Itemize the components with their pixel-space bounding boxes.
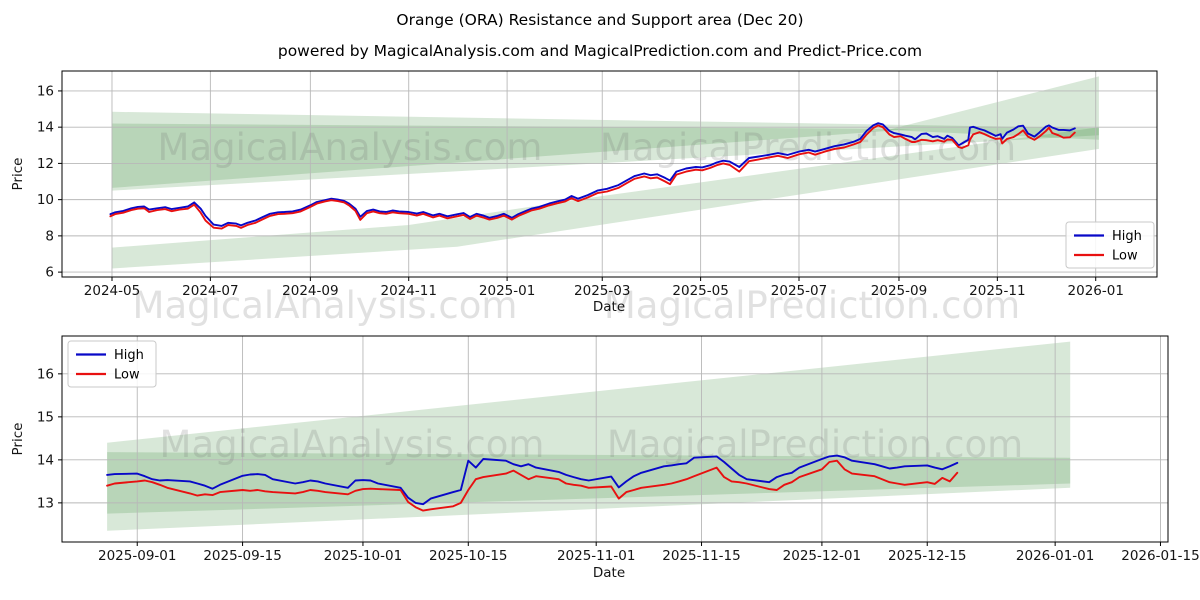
- watermark-text: MagicalPrediction.com: [600, 126, 1016, 169]
- support-resistance-band: [107, 452, 1071, 514]
- x-tick-label: 2024-09: [282, 283, 338, 299]
- series-low-line: [109, 124, 1076, 230]
- x-tick-label: 2025-03: [574, 283, 630, 299]
- x-tick-label: 2025-10-15: [429, 548, 507, 564]
- x-tick-label: 2025-11-15: [662, 548, 740, 564]
- x-tick-label: 2025-11-01: [557, 548, 635, 564]
- series-low-line: [106, 459, 959, 512]
- legend-box: [67, 340, 157, 388]
- watermark-text: MagicalAnalysis.com: [158, 126, 543, 169]
- x-tick-label: 2025-07: [771, 283, 827, 299]
- series-high-line: [106, 454, 959, 506]
- x-tick-label: 2026-01-01: [1016, 548, 1094, 564]
- legend-high-label: High: [114, 348, 144, 363]
- x-tick-label: 2026-01-15: [1121, 548, 1199, 564]
- x-axis-label: Date: [593, 565, 625, 581]
- y-tick-label: 8: [45, 228, 54, 244]
- y-tick-label: 6: [45, 265, 54, 281]
- x-tick-label: 2024-11: [381, 283, 437, 299]
- y-axis-label: Price: [10, 423, 26, 456]
- figure-title: Orange (ORA) Resistance and Support area…: [396, 11, 804, 29]
- watermark-text: MagicalAnalysis.com: [133, 284, 518, 327]
- x-tick-label: 2025-09-01: [98, 548, 176, 564]
- y-tick-label: 16: [37, 83, 54, 99]
- series-high-line: [109, 122, 1076, 227]
- x-tick-label: 2024-07: [182, 283, 238, 299]
- x-tick-label: 2025-12-15: [888, 548, 966, 564]
- support-resistance-band: [112, 127, 1099, 269]
- y-tick-label: 16: [37, 366, 54, 382]
- x-axis-label: Date: [593, 299, 625, 315]
- x-tick-label: 2025-05: [672, 283, 728, 299]
- y-tick-label: 15: [37, 409, 54, 425]
- y-tick-label: 14: [37, 120, 54, 136]
- figure-subtitle: powered by MagicalAnalysis.com and Magic…: [277, 42, 923, 60]
- x-tick-label: 2024-05: [84, 283, 140, 299]
- x-tick-label: 2026-01: [1068, 283, 1124, 299]
- x-tick-label: 2025-11: [969, 283, 1025, 299]
- legend-low-label: Low: [1112, 249, 1138, 264]
- chart-full-history: MagicalAnalysis.com MagicalPrediction.com…: [10, 70, 1158, 327]
- x-tick-label: 2025-09-15: [203, 548, 281, 564]
- y-tick-label: 10: [37, 192, 54, 208]
- x-tick-label: 2025-12-01: [783, 548, 861, 564]
- legend-low-label: Low: [114, 368, 140, 383]
- plot-border: [61, 335, 1169, 543]
- plot-border: [61, 70, 1158, 278]
- x-tick-label: 2025-01: [479, 283, 535, 299]
- support-resistance-band: [887, 76, 1099, 140]
- chart-recent-zoom: MagicalAnalysis.com MagicalPrediction.com…: [10, 335, 1200, 581]
- x-tick-label: 2025-10-01: [324, 548, 402, 564]
- y-axis-label: Price: [10, 158, 26, 191]
- watermark-text: MagicalAnalysis.com: [160, 423, 545, 466]
- support-resistance-band: [112, 123, 914, 188]
- y-tick-label: 14: [37, 452, 54, 468]
- legend-high-label: High: [1112, 229, 1142, 244]
- legend-box: [1065, 221, 1155, 269]
- watermark-text: MagicalPrediction.com: [607, 423, 1023, 466]
- watermark-text: MagicalPrediction.com: [604, 284, 1020, 327]
- support-resistance-band: [107, 341, 1071, 531]
- y-tick-label: 12: [37, 156, 54, 172]
- x-tick-label: 2025-09: [871, 283, 927, 299]
- support-resistance-band: [112, 111, 1099, 191]
- y-tick-label: 13: [37, 495, 54, 511]
